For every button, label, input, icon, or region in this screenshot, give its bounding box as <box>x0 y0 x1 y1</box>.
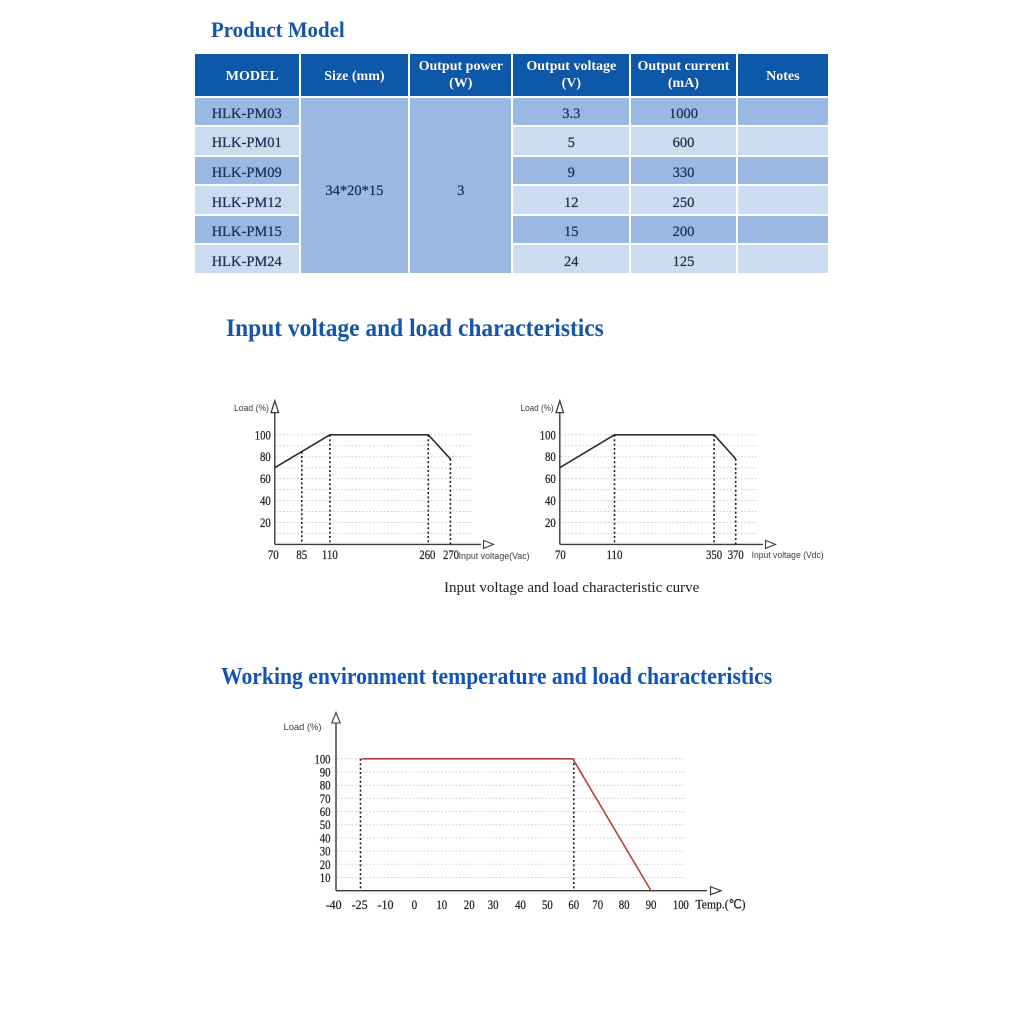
svg-text:60: 60 <box>568 897 579 912</box>
svg-text:20: 20 <box>260 515 271 530</box>
svg-text:85: 85 <box>296 547 307 562</box>
svg-text:100: 100 <box>255 427 271 442</box>
svg-text:40: 40 <box>320 830 331 845</box>
svg-text:-25: -25 <box>352 897 368 912</box>
svg-text:70: 70 <box>592 897 603 912</box>
svg-text:70: 70 <box>320 791 331 806</box>
svg-text:40: 40 <box>515 897 526 912</box>
svg-text:110: 110 <box>607 547 623 562</box>
svg-text:80: 80 <box>260 449 271 464</box>
svg-text:-40: -40 <box>326 897 342 912</box>
svg-text:50: 50 <box>320 817 331 832</box>
svg-text:350: 350 <box>706 547 722 562</box>
svg-text:60: 60 <box>260 471 271 486</box>
svg-text:80: 80 <box>545 449 556 464</box>
svg-text:Load (%): Load (%) <box>284 722 322 732</box>
svg-text:30: 30 <box>320 844 331 859</box>
svg-text:70: 70 <box>268 547 279 562</box>
svg-text:10: 10 <box>436 897 447 912</box>
svg-text:100: 100 <box>673 897 689 912</box>
svg-text:90: 90 <box>646 897 657 912</box>
svg-text:90: 90 <box>320 765 331 780</box>
svg-text:110: 110 <box>322 547 338 562</box>
svg-text:100: 100 <box>540 427 556 442</box>
svg-text:Temp.(℃): Temp.(℃) <box>696 897 746 912</box>
svg-text:Input voltage (Vdc): Input voltage (Vdc) <box>752 550 824 560</box>
svg-text:50: 50 <box>542 897 553 912</box>
svg-text:260: 260 <box>419 547 435 562</box>
svg-text:Input voltage(Vac): Input voltage(Vac) <box>459 551 530 561</box>
svg-text:30: 30 <box>488 897 499 912</box>
svg-text:-10: -10 <box>378 897 394 912</box>
svg-text:0: 0 <box>412 897 418 912</box>
svg-text:20: 20 <box>464 897 475 912</box>
svg-text:370: 370 <box>728 547 744 562</box>
svg-text:60: 60 <box>320 804 331 819</box>
svg-text:20: 20 <box>320 857 331 872</box>
svg-text:270: 270 <box>443 547 459 562</box>
svg-text:40: 40 <box>545 493 556 508</box>
svg-text:70: 70 <box>555 547 566 562</box>
svg-text:20: 20 <box>545 515 556 530</box>
svg-text:80: 80 <box>619 897 630 912</box>
svg-text:60: 60 <box>545 471 556 486</box>
svg-text:Load (%): Load (%) <box>521 403 554 413</box>
svg-text:10: 10 <box>320 870 331 885</box>
svg-text:Load (%): Load (%) <box>234 403 269 413</box>
svg-text:40: 40 <box>260 493 271 508</box>
svg-text:80: 80 <box>320 778 331 793</box>
svg-text:100: 100 <box>315 751 331 766</box>
